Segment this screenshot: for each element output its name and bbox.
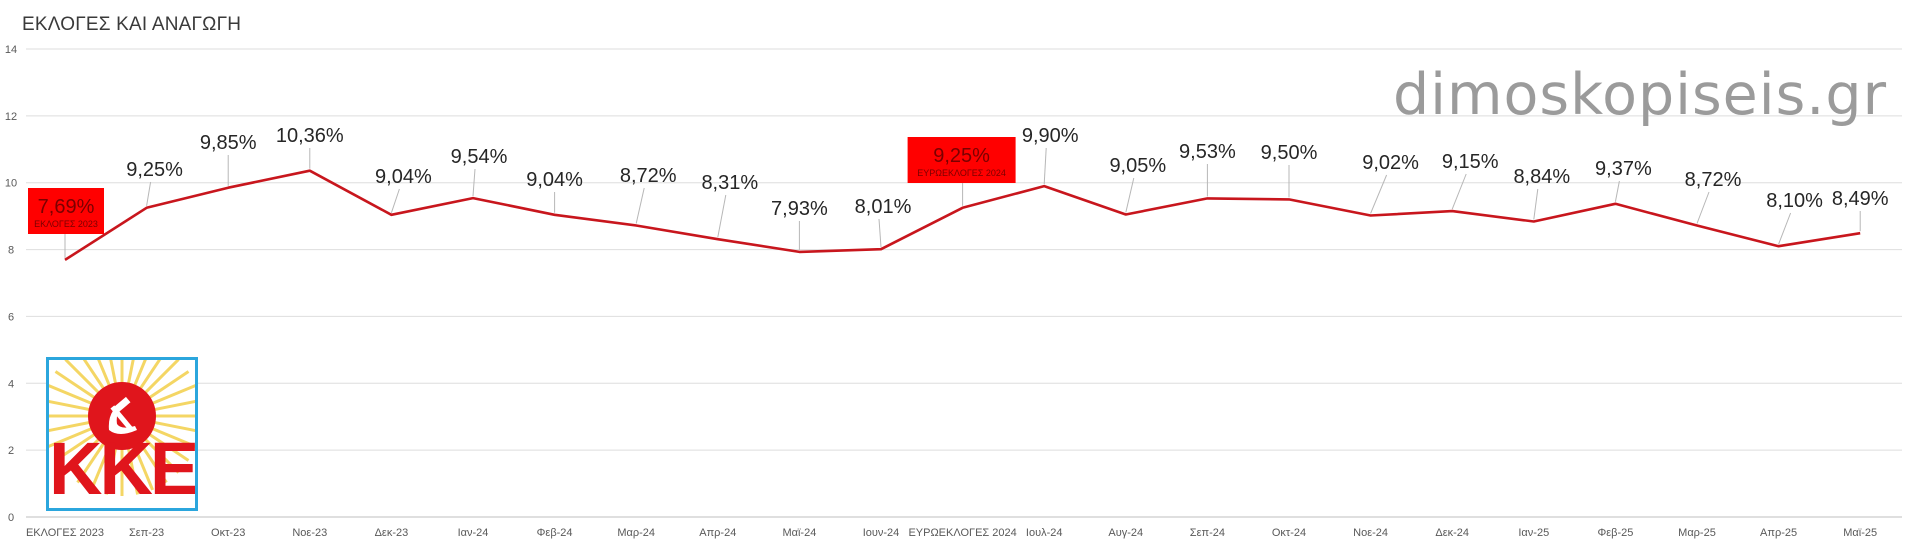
data-label: 8,72% <box>620 165 677 187</box>
data-label: 9,05% <box>1109 155 1166 177</box>
data-label: 9,25% <box>933 145 990 167</box>
watermark-text: dimoskopiseis.gr <box>1392 62 1887 128</box>
label-leader-lines <box>64 147 1861 258</box>
kke-logo: ΚΚΕ <box>46 357 198 511</box>
data-label: 9,02% <box>1362 152 1419 174</box>
data-sublabel: ΕΥΡΩΕΚΛΟΓΕΣ 2024 <box>917 168 1006 178</box>
y-tick-label: 10 <box>5 178 17 190</box>
data-label: 9,53% <box>1179 141 1236 163</box>
x-tick-label: Μαϊ-25 <box>1843 527 1877 539</box>
data-label: 7,69% <box>38 196 95 218</box>
leader-line <box>878 218 882 248</box>
x-tick-label: Δεκ-23 <box>375 527 409 539</box>
y-axis-ticks: 0 2 4 6 8 10 12 14 <box>5 44 17 524</box>
x-tick-label: Φεβ-25 <box>1597 527 1633 539</box>
x-tick-label: Αυγ-24 <box>1108 527 1143 539</box>
x-tick-label: Νοε-23 <box>292 527 327 539</box>
data-label: 9,15% <box>1442 151 1499 173</box>
leader-line <box>1614 180 1620 202</box>
data-label: 8,31% <box>701 172 758 194</box>
leader-line <box>390 188 400 213</box>
y-tick-label: 6 <box>8 311 14 323</box>
data-label: 8,84% <box>1513 166 1570 188</box>
x-tick-label: Ιαν-24 <box>458 527 489 539</box>
x-tick-label: Μαρ-24 <box>617 527 655 539</box>
x-tick-label: Μαρ-25 <box>1678 527 1716 539</box>
leader-line <box>1696 191 1710 224</box>
x-tick-label: Σεπ-24 <box>1190 527 1225 539</box>
highlight-box <box>28 188 104 234</box>
data-labels: 7,69%ΕΚΛΟΓΕΣ 2023 9,25% 9,85% 10,36% 9,04% 9,… <box>28 125 1889 234</box>
leader-line <box>146 181 152 206</box>
x-tick-label: Απρ-24 <box>699 527 736 539</box>
leader-line <box>1533 188 1539 220</box>
data-label: 9,50% <box>1261 142 1318 164</box>
chart-title: ΕΚΛΟΓΕΣ ΚΑΙ ΑΝΑΓΩΓΗ <box>22 14 242 35</box>
leader-line <box>1125 177 1135 213</box>
data-label: 8,72% <box>1685 169 1742 191</box>
x-tick-label: Σεπ-23 <box>129 527 164 539</box>
data-label: 9,04% <box>375 166 432 188</box>
data-label: 9,85% <box>200 132 257 154</box>
kke-emblem <box>49 360 195 496</box>
leader-line <box>472 168 476 197</box>
data-label: 8,10% <box>1766 190 1823 212</box>
data-label: 9,90% <box>1022 125 1079 147</box>
series-line <box>64 169 1861 261</box>
data-label: 7,93% <box>771 198 828 220</box>
leader-line <box>717 194 727 238</box>
y-tick-label: 8 <box>8 245 14 257</box>
x-tick-label: Οκτ-23 <box>211 527 245 539</box>
data-label: 10,36% <box>276 125 344 147</box>
x-tick-label: Ιαν-25 <box>1518 527 1549 539</box>
leader-line <box>1043 147 1047 185</box>
x-tick-label: Απρ-25 <box>1760 527 1797 539</box>
leader-line <box>1451 173 1467 210</box>
x-axis-ticks: ΕΚΛΟΓΕΣ 2023 Σεπ-23 Οκτ-23 Νοε-23 Δεκ-23 Ιαν-… <box>26 527 1877 539</box>
x-tick-label: Οκτ-24 <box>1272 527 1306 539</box>
x-tick-label: Ιουλ-24 <box>1026 527 1063 539</box>
x-tick-label: Νοε-24 <box>1353 527 1388 539</box>
data-label: 9,37% <box>1595 158 1652 180</box>
logo-text: ΚΚΕ <box>49 427 197 510</box>
leader-line <box>635 187 645 224</box>
data-label: 9,54% <box>451 146 508 168</box>
hammer-head-icon <box>112 396 131 414</box>
x-tick-label: ΕΚΛΟΓΕΣ 2023 <box>26 527 104 539</box>
leader-line <box>1778 212 1792 245</box>
x-tick-label: ΕΥΡΩΕΚΛΟΓΕΣ 2024 <box>908 527 1016 539</box>
data-label: 8,49% <box>1832 188 1889 210</box>
x-tick-label: Ιουν-24 <box>863 527 900 539</box>
y-tick-label: 0 <box>8 512 14 524</box>
highlight-box <box>907 137 1016 183</box>
data-label: 8,01% <box>855 196 912 218</box>
y-tick-label: 4 <box>8 378 14 390</box>
x-tick-label: Μαϊ-24 <box>782 527 816 539</box>
y-tick-label: 12 <box>5 111 17 123</box>
data-label: 9,25% <box>126 159 183 181</box>
x-tick-label: Φεβ-24 <box>537 527 573 539</box>
y-tick-label: 14 <box>5 44 17 56</box>
data-label: 9,04% <box>526 169 583 191</box>
data-sublabel: ΕΚΛΟΓΕΣ 2023 <box>34 219 98 229</box>
x-tick-label: Δεκ-24 <box>1435 527 1469 539</box>
y-tick-label: 2 <box>8 445 14 457</box>
leader-line <box>1370 174 1388 214</box>
